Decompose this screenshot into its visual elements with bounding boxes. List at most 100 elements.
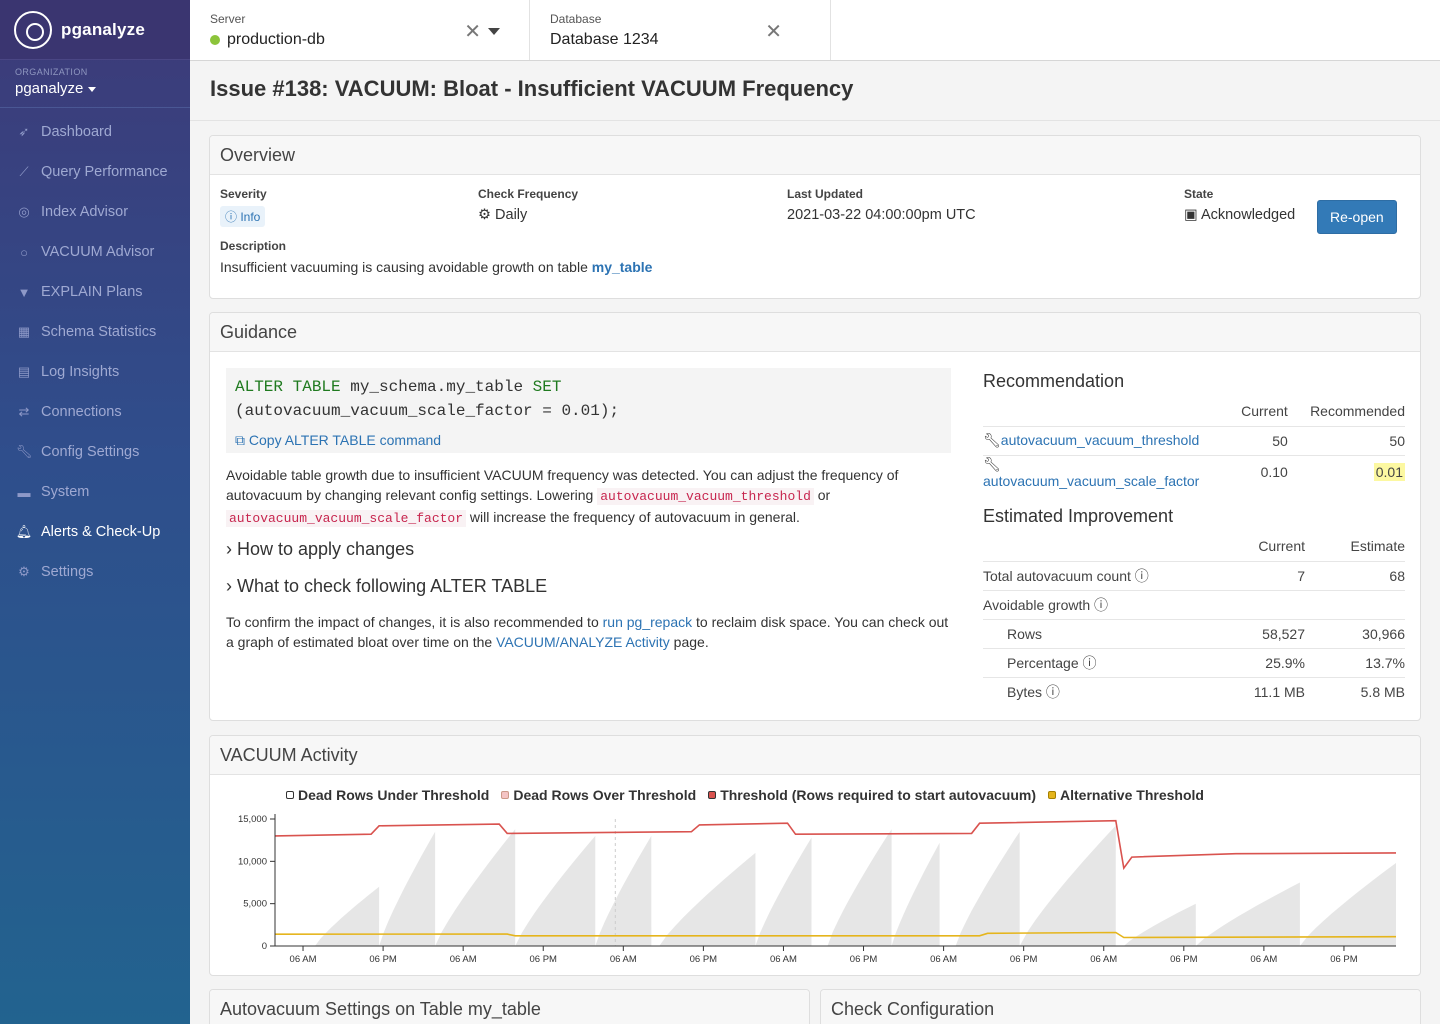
sidebar-item-label: Log Insights: [41, 364, 120, 380]
info-icon[interactable]: ⓘ: [1082, 654, 1097, 671]
legend-item[interactable]: Dead Rows Over Threshold: [501, 787, 696, 803]
vacuum-activity-link[interactable]: VACUUM/ANALYZE Activity: [496, 634, 670, 650]
info-icon[interactable]: ⓘ: [1134, 567, 1149, 584]
dead-rows-area: [827, 829, 892, 946]
hdd-icon: ▬: [17, 484, 31, 500]
dead-rows-area: [435, 829, 516, 946]
dead-rows-area: [1123, 903, 1196, 946]
x-tick-label: 06 PM: [1170, 954, 1198, 965]
legend-item[interactable]: Dead Rows Under Threshold: [286, 787, 489, 803]
sidebar-item-alerts-check-up[interactable]: 🔔︎ Alerts & Check-Up: [0, 512, 190, 552]
y-tick-label: 10,000: [238, 856, 267, 867]
x-tick-label: 06 PM: [850, 954, 878, 965]
col-current: Current: [1241, 403, 1288, 420]
sidebar-item-label: System: [41, 484, 90, 500]
sidebar-item-label: Dashboard: [41, 124, 112, 140]
sidebar-item-system[interactable]: ▬ System: [0, 472, 190, 512]
circle-icon: ○: [20, 244, 28, 260]
copy-icon: ⧉: [235, 432, 249, 448]
table-link[interactable]: my_table: [591, 259, 653, 275]
info-icon: ⓘ: [225, 210, 241, 224]
y-tick-label: 0: [262, 941, 267, 952]
sidebar-item-label: EXPLAIN Plans: [41, 284, 143, 300]
x-tick-label: 06 AM: [770, 954, 797, 965]
current-value: 0.10: [1199, 454, 1288, 489]
setting-link[interactable]: autovacuum_vacuum_threshold: [1000, 432, 1200, 448]
copy-command-link[interactable]: ⧉ Copy ALTER TABLE command: [235, 432, 442, 448]
chevron-down-icon[interactable]: [488, 28, 500, 35]
how-to-apply-expander[interactable]: › How to apply changes: [226, 539, 415, 559]
wrench-icon: 🔧︎: [15, 444, 33, 459]
recommended-value: 50: [1287, 425, 1405, 455]
legend-item[interactable]: Threshold (Rows required to start autova…: [708, 787, 1036, 803]
check-configuration-card: Check Configuration: [820, 989, 1421, 1024]
overview-card: Overview Severity ⓘ Info Check Frequency…: [209, 135, 1421, 299]
sidebar-item-config-settings[interactable]: 🔧︎ Config Settings: [0, 432, 190, 472]
server-status-dot: [210, 35, 220, 45]
topbar: Server production-db ✕ Database Database…: [190, 0, 1440, 61]
sidebar-item-label: Index Advisor: [41, 204, 129, 220]
dead-rows-area: [315, 886, 380, 946]
organization-switcher[interactable]: ORGANIZATION pganalyze: [0, 60, 190, 108]
recommendation-table: Current Recommended 🔧︎autovacuum_vacuum_t…: [983, 397, 1405, 489]
check-configuration-title: Check Configuration: [821, 990, 1420, 1024]
sidebar-item-vacuum-advisor[interactable]: ○ VACUUM Advisor: [0, 232, 190, 272]
severity-label: Severity: [220, 187, 267, 201]
sidebar-item-explain-plans[interactable]: ▼ EXPLAIN Plans: [0, 272, 190, 312]
check-frequency-label: Check Frequency: [478, 187, 579, 201]
sidebar-item-label: Alerts & Check-Up: [41, 524, 161, 540]
sidebar-item-index-advisor[interactable]: ◎ Index Advisor: [0, 192, 190, 232]
pg-repack-link[interactable]: run pg_repack: [602, 614, 693, 630]
logo[interactable]: pganalyze: [0, 0, 190, 60]
table-icon: ▦: [17, 324, 31, 339]
caret-down-icon: [88, 86, 97, 92]
calendar-gear-icon: ⚙: [478, 207, 496, 223]
sql-table: my_schema.my_table: [340, 378, 533, 396]
server-selector[interactable]: Server production-db ✕: [190, 0, 530, 60]
info-icon[interactable]: ⓘ: [1045, 683, 1060, 700]
autovacuum-settings-title: Autovacuum Settings on Table my_table: [210, 990, 809, 1024]
dead-rows-area: [755, 837, 812, 946]
check-frequency-value: Daily: [495, 207, 528, 223]
organization-name: pganalyze: [15, 80, 84, 97]
guidance-followup: To confirm the impact of changes, it is …: [226, 614, 949, 650]
x-tick-label: 06 AM: [290, 954, 317, 965]
inbox-icon: ▤: [17, 364, 31, 379]
database-selector[interactable]: Database Database 1234 ✕: [530, 0, 831, 60]
setting-link[interactable]: autovacuum_vacuum_scale_factor: [983, 472, 1200, 489]
sidebar-item-label: Query Performance: [41, 164, 168, 180]
sidebar-item-label: Settings: [41, 564, 94, 580]
table-row: Total autovacuum count ⓘ 7 68: [983, 560, 1405, 590]
dead-rows-area: [1195, 882, 1300, 946]
x-tick-label: 06 PM: [369, 954, 397, 965]
last-updated-value: 2021-03-22 04:00:00pm UTC: [787, 207, 976, 223]
sql-line-2: (autovacuum_vacuum_scale_factor = 0.01);: [235, 402, 620, 420]
legend-item[interactable]: Alternative Threshold: [1048, 787, 1204, 803]
threshold-series-line: [274, 819, 1397, 871]
reopen-button[interactable]: Re-open: [1317, 200, 1397, 234]
info-icon[interactable]: ⓘ: [1094, 596, 1109, 613]
clear-database-icon[interactable]: ✕: [765, 21, 782, 43]
app-name: pganalyze: [61, 19, 145, 39]
wrench-icon: 🔧︎: [983, 455, 1001, 472]
vacuum-activity-chart: 15,000 10,000 5,000 0 06 AM 06 PM 06 AM 06 PM 06…: [238, 814, 1397, 965]
sidebar-item-query-performance[interactable]: ⟋ Query Performance: [0, 152, 190, 192]
what-to-check-expander[interactable]: › What to check following ALTER TABLE: [226, 576, 548, 596]
sql-keyword: SET: [532, 378, 562, 396]
sidebar-item-label: Config Settings: [41, 444, 140, 460]
sidebar-item-dashboard[interactable]: ➶ Dashboard: [0, 112, 190, 152]
x-tick-label: 06 AM: [1250, 954, 1277, 965]
sidebar-item-settings[interactable]: ⚙ Settings: [0, 552, 190, 592]
sidebar-item-log-insights[interactable]: ▤ Log Insights: [0, 352, 190, 392]
setting-code: autovacuum_vacuum_threshold: [597, 488, 814, 505]
sql-keyword: ALTER TABLE: [235, 378, 341, 396]
sidebar: pganalyze ORGANIZATION pganalyze ➶ Dashbo…: [0, 0, 190, 1024]
x-tick-label: 06 PM: [1010, 954, 1038, 965]
state-label: State: [1184, 187, 1214, 201]
database-value: Database 1234: [550, 31, 659, 48]
vacuum-activity-card: VACUUM Activity Dead Rows Under Threshol…: [209, 735, 1421, 976]
sidebar-item-schema-statistics[interactable]: ▦ Schema Statistics: [0, 312, 190, 352]
sidebar-item-connections[interactable]: ⇄ Connections: [0, 392, 190, 432]
dead-rows-area: [379, 831, 436, 946]
clear-server-icon[interactable]: ✕: [464, 21, 481, 43]
